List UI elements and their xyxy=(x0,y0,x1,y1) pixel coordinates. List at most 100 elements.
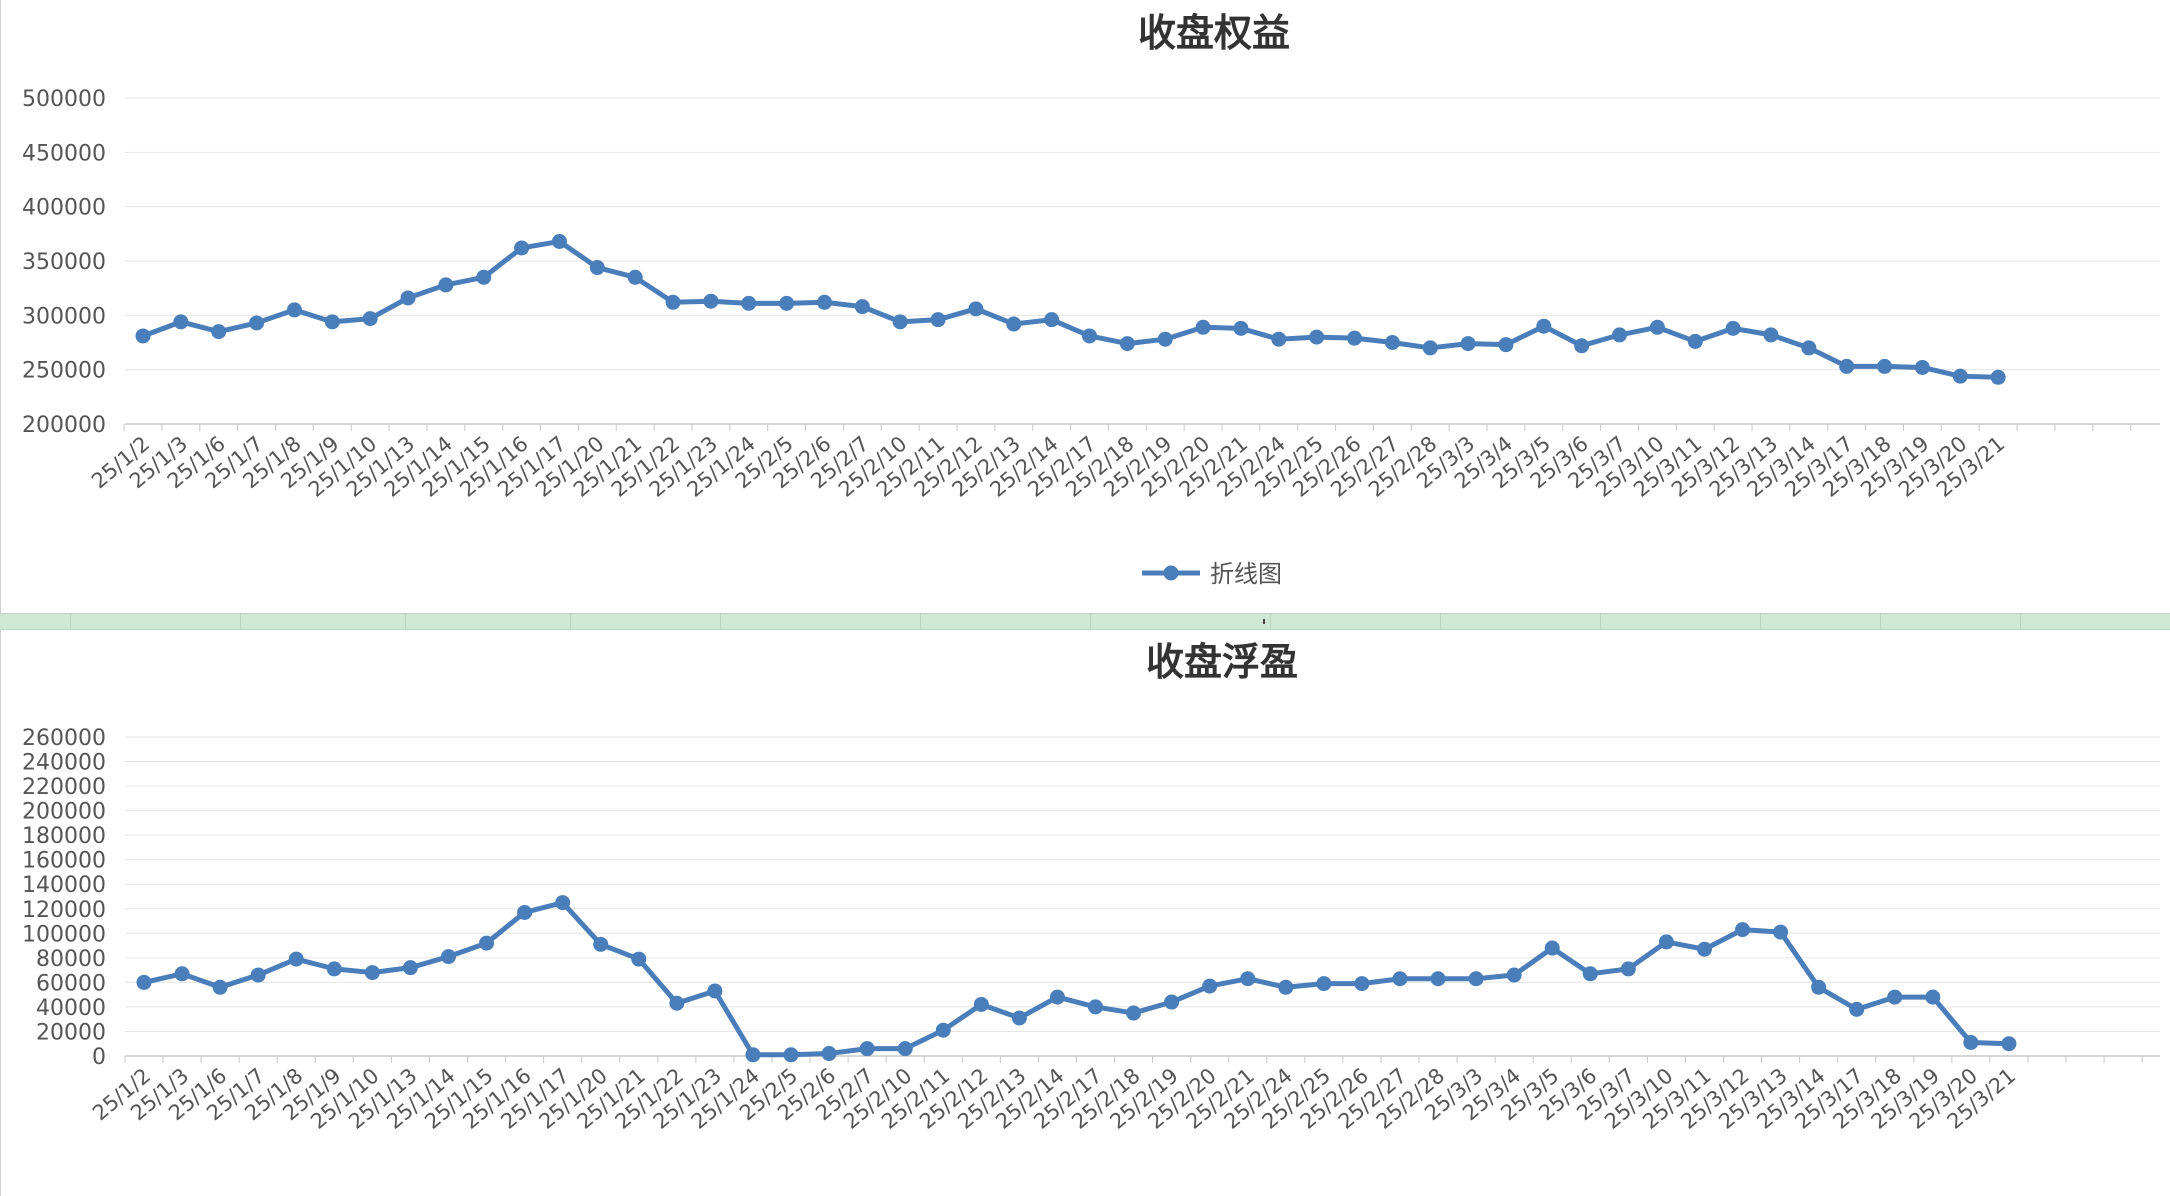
data-point[interactable] xyxy=(669,995,685,1011)
data-point[interactable] xyxy=(968,301,984,317)
data-point[interactable] xyxy=(1278,979,1294,995)
data-point[interactable] xyxy=(136,974,152,990)
data-point[interactable] xyxy=(1233,320,1249,336)
data-point[interactable] xyxy=(703,293,719,309)
data-point[interactable] xyxy=(249,315,265,331)
data-point[interactable] xyxy=(438,277,454,293)
data-point[interactable] xyxy=(1082,328,1097,344)
data-point[interactable] xyxy=(1536,318,1552,334)
data-point[interactable] xyxy=(741,295,757,311)
data-point[interactable] xyxy=(1006,316,1022,332)
data-point[interactable] xyxy=(1649,319,1665,335)
data-point[interactable] xyxy=(1422,340,1438,356)
data-point[interactable] xyxy=(1811,979,1827,995)
data-point[interactable] xyxy=(517,904,533,920)
data-point[interactable] xyxy=(627,269,643,285)
data-point[interactable] xyxy=(1544,940,1560,956)
data-point[interactable] xyxy=(1658,934,1674,950)
data-point[interactable] xyxy=(1049,989,1065,1005)
data-point[interactable] xyxy=(1877,358,1893,374)
data-point[interactable] xyxy=(326,961,342,977)
data-point[interactable] xyxy=(288,951,304,967)
data-point[interactable] xyxy=(665,294,681,310)
splitter-bar[interactable] xyxy=(0,613,2170,630)
data-point[interactable] xyxy=(1164,994,1180,1010)
data-point[interactable] xyxy=(1735,922,1751,938)
data-point[interactable] xyxy=(1582,966,1598,982)
data-point[interactable] xyxy=(1506,967,1522,983)
data-point[interactable] xyxy=(1088,999,1103,1015)
data-point[interactable] xyxy=(1801,340,1817,356)
data-point[interactable] xyxy=(854,299,870,315)
data-point[interactable] xyxy=(402,960,418,976)
data-point[interactable] xyxy=(1347,330,1363,346)
data-point[interactable] xyxy=(1430,971,1446,987)
data-point[interactable] xyxy=(1498,337,1514,353)
data-point[interactable] xyxy=(1687,333,1703,349)
data-point[interactable] xyxy=(286,302,302,318)
data-point[interactable] xyxy=(779,295,795,311)
data-point[interactable] xyxy=(2001,1036,2017,1052)
data-point[interactable] xyxy=(589,260,605,276)
data-point[interactable] xyxy=(892,314,908,330)
data-point[interactable] xyxy=(783,1047,799,1063)
data-point[interactable] xyxy=(400,290,416,306)
data-point[interactable] xyxy=(1384,335,1400,350)
data-point[interactable] xyxy=(973,996,989,1012)
data-point[interactable] xyxy=(1887,989,1903,1005)
data-point[interactable] xyxy=(1925,989,1941,1005)
data-point[interactable] xyxy=(1316,976,1332,992)
data-point[interactable] xyxy=(1725,320,1741,336)
data-point[interactable] xyxy=(1392,971,1408,987)
data-point[interactable] xyxy=(555,895,571,911)
data-point[interactable] xyxy=(364,965,380,981)
data-point[interactable] xyxy=(173,314,189,330)
data-point[interactable] xyxy=(631,951,647,967)
data-point[interactable] xyxy=(1240,971,1256,987)
data-point[interactable] xyxy=(1157,331,1173,347)
data-point[interactable] xyxy=(1849,1001,1865,1017)
data-point[interactable] xyxy=(821,1046,837,1062)
data-point[interactable] xyxy=(859,1041,875,1057)
data-point[interactable] xyxy=(897,1041,913,1057)
data-point[interactable] xyxy=(1612,327,1628,343)
data-point[interactable] xyxy=(1119,336,1135,352)
data-point[interactable] xyxy=(1914,359,1930,375)
data-point[interactable] xyxy=(551,233,567,249)
data-point[interactable] xyxy=(362,311,378,327)
data-point[interactable] xyxy=(174,966,190,982)
data-point[interactable] xyxy=(1195,319,1211,335)
data-point[interactable] xyxy=(1773,924,1789,940)
data-point[interactable] xyxy=(1839,358,1855,374)
data-point[interactable] xyxy=(593,936,609,952)
data-point[interactable] xyxy=(440,949,456,965)
data-point[interactable] xyxy=(745,1047,761,1063)
data-point[interactable] xyxy=(212,979,228,995)
data-point[interactable] xyxy=(1271,331,1287,347)
data-point[interactable] xyxy=(250,967,266,983)
data-point[interactable] xyxy=(1044,312,1060,328)
data-point[interactable] xyxy=(1354,976,1370,992)
data-point[interactable] xyxy=(1574,338,1590,354)
data-point[interactable] xyxy=(1468,971,1484,987)
data-point[interactable] xyxy=(1696,941,1712,957)
data-point[interactable] xyxy=(135,328,151,344)
data-point[interactable] xyxy=(476,269,492,285)
data-point[interactable] xyxy=(1309,329,1325,345)
data-point[interactable] xyxy=(479,935,495,951)
data-point[interactable] xyxy=(930,312,946,328)
splitter-handle[interactable] xyxy=(1263,619,1265,624)
data-point[interactable] xyxy=(1763,327,1779,343)
data-point[interactable] xyxy=(324,314,340,330)
data-point[interactable] xyxy=(1963,1035,1979,1051)
data-point[interactable] xyxy=(514,240,530,256)
data-point[interactable] xyxy=(816,294,832,310)
data-point[interactable] xyxy=(1952,368,1968,384)
data-point[interactable] xyxy=(1011,1010,1027,1026)
data-point[interactable] xyxy=(1202,978,1218,994)
data-point[interactable] xyxy=(1126,1005,1142,1021)
data-point[interactable] xyxy=(707,983,723,999)
data-point[interactable] xyxy=(1620,961,1636,977)
data-point[interactable] xyxy=(1460,336,1476,352)
data-point[interactable] xyxy=(935,1022,951,1038)
